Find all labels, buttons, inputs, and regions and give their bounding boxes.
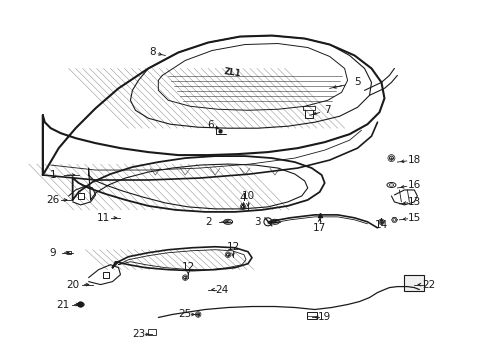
Text: 18: 18 xyxy=(407,155,420,165)
Text: 24: 24 xyxy=(215,284,228,294)
Text: 16: 16 xyxy=(407,180,420,190)
Text: ZL1: ZL1 xyxy=(223,67,241,78)
Text: 22: 22 xyxy=(422,280,435,289)
Text: 26: 26 xyxy=(46,195,59,205)
Bar xyxy=(304,108,312,118)
Bar xyxy=(302,106,314,110)
Text: 23: 23 xyxy=(132,329,145,339)
Text: 13: 13 xyxy=(407,197,420,207)
Text: 11: 11 xyxy=(97,213,110,223)
Text: 21: 21 xyxy=(56,300,69,310)
FancyBboxPatch shape xyxy=(404,275,424,291)
Text: 12: 12 xyxy=(181,262,194,272)
Text: 25: 25 xyxy=(178,310,191,319)
Text: 7: 7 xyxy=(324,105,330,115)
Bar xyxy=(66,251,71,254)
Text: 15: 15 xyxy=(407,213,420,223)
Circle shape xyxy=(78,302,83,307)
Bar xyxy=(148,329,156,336)
Text: 6: 6 xyxy=(206,120,213,130)
Text: 4: 4 xyxy=(239,193,246,203)
Text: 19: 19 xyxy=(317,312,331,323)
Text: 9: 9 xyxy=(49,248,56,258)
Text: 1: 1 xyxy=(49,170,56,180)
Bar xyxy=(306,312,316,319)
Text: 12: 12 xyxy=(226,242,239,252)
Text: 14: 14 xyxy=(374,220,387,230)
Text: 5: 5 xyxy=(353,77,360,87)
Text: 2: 2 xyxy=(204,217,211,227)
Text: 17: 17 xyxy=(312,223,325,233)
Text: 10: 10 xyxy=(241,191,254,201)
Text: 20: 20 xyxy=(66,280,79,289)
Text: 8: 8 xyxy=(149,48,155,58)
Text: 3: 3 xyxy=(254,217,261,227)
